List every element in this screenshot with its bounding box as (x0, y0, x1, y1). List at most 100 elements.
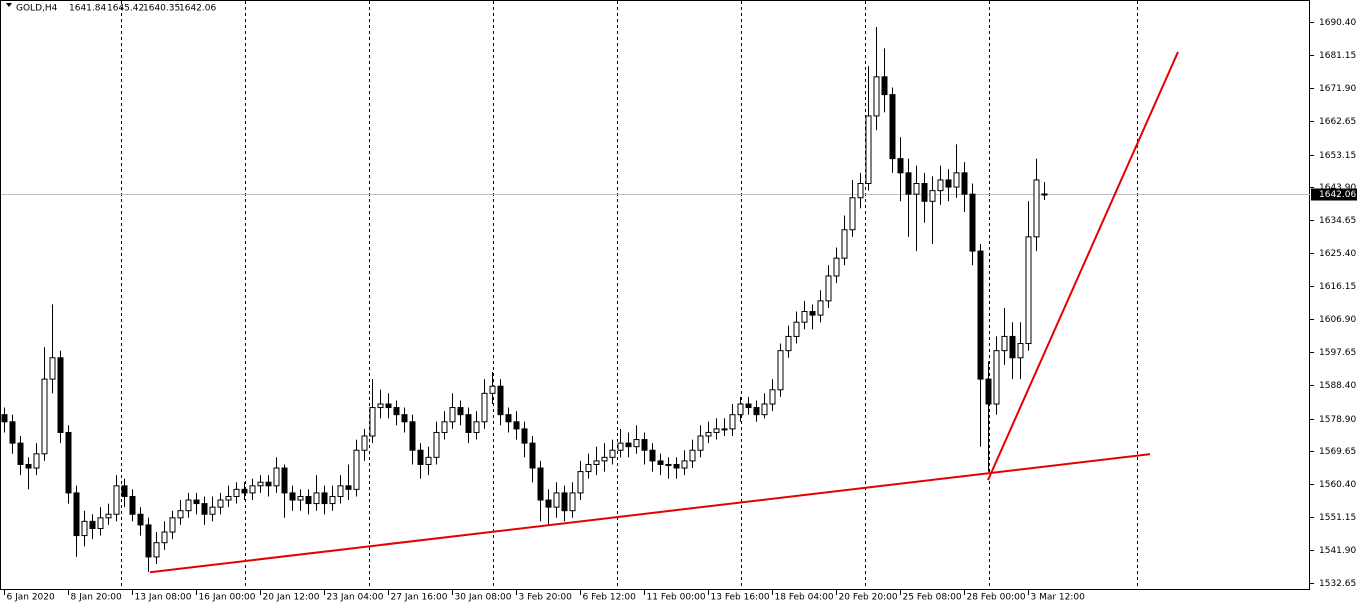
candle-body (321, 492, 328, 505)
candle-body (681, 460, 688, 469)
candle-body (201, 503, 208, 515)
candle-body (241, 488, 248, 494)
candle-body (465, 414, 472, 433)
candle-body (665, 463, 672, 466)
y-tick-label: 1569.65 (1319, 447, 1356, 457)
candle-body (225, 495, 232, 501)
y-tick-label: 1606.90 (1319, 315, 1356, 325)
candle-body (625, 442, 632, 448)
y-tick-label: 1690.40 (1319, 18, 1356, 28)
candle-body (729, 414, 736, 430)
candle-body (9, 421, 16, 444)
y-tick-label: 1616.15 (1319, 282, 1356, 292)
candle-body (897, 158, 904, 174)
candle-body (17, 442, 24, 465)
candle-body (881, 76, 888, 96)
y-tick-label: 1560.40 (1319, 480, 1356, 490)
candle-body (1033, 179, 1040, 238)
candle-body (961, 172, 968, 195)
candle-body (129, 495, 136, 515)
y-tick-label: 1662.65 (1319, 117, 1356, 127)
header-low: 1640.35 (143, 4, 180, 14)
x-tick-label: 6 Feb 12:00 (583, 593, 637, 603)
candle-body (657, 460, 664, 465)
candle-body (545, 499, 552, 508)
candle-body (921, 183, 928, 202)
y-tick-label: 1541.90 (1319, 546, 1356, 556)
candle-body (721, 428, 728, 431)
candle-body (889, 94, 896, 160)
candle-body (81, 520, 88, 537)
candle-body (761, 403, 768, 416)
candle-body (425, 456, 432, 465)
candle-body (401, 414, 408, 423)
y-tick-label: 1597.65 (1319, 348, 1356, 358)
candle-body (473, 421, 480, 433)
x-tick-label: 30 Jan 08:00 (455, 593, 512, 603)
candle-body (697, 435, 704, 451)
candle-body (209, 506, 216, 515)
x-tick-label: 20 Jan 12:00 (263, 593, 320, 603)
candle-body (553, 492, 560, 508)
candle-body (945, 179, 952, 188)
candle-body (785, 335, 792, 352)
x-tick-label: 28 Feb 00:00 (967, 593, 1026, 603)
header-open: 1641.84 (69, 4, 106, 14)
candle-body (417, 449, 424, 465)
candle-body (1041, 193, 1048, 196)
candle-body (185, 499, 192, 512)
x-tick-label: 11 Feb 00:00 (647, 593, 706, 603)
x-tick-label: 18 Feb 04:00 (775, 593, 834, 603)
x-tick-label: 13 Feb 16:00 (711, 593, 770, 603)
candle-body (481, 392, 488, 423)
chart-layer: 1690.40 1681.15 1671.90 1662.65 1653.15 1643.… (1, 18, 1356, 603)
candle-body (913, 183, 920, 195)
candle-body (529, 442, 536, 469)
candle-body (217, 499, 224, 508)
candle-body (633, 439, 640, 448)
candle-body (641, 439, 648, 451)
candle-body (769, 389, 776, 405)
candle-body (969, 193, 976, 252)
candle-body (105, 513, 112, 519)
candle-body (841, 229, 848, 259)
candle-body (777, 350, 784, 391)
candle-body (449, 407, 456, 423)
x-tick-label: 3 Feb 20:00 (519, 593, 573, 603)
candle-body (705, 431, 712, 437)
candle-body (345, 485, 352, 490)
candle-body (233, 488, 240, 497)
y-tick-label: 1634.65 (1319, 216, 1356, 226)
x-tick-label: 3 Mar 12:00 (1031, 593, 1086, 603)
y-tick-label: 1653.15 (1319, 151, 1356, 161)
candle-body (249, 485, 256, 494)
trendline (149, 453, 1151, 574)
candle-body (577, 471, 584, 494)
candle-body (145, 524, 152, 558)
menu-arrow[interactable] (6, 3, 12, 7)
candle-body (297, 495, 304, 501)
y-tick-label: 1588.40 (1319, 381, 1356, 391)
candle-body (489, 385, 496, 394)
candle-body (537, 467, 544, 501)
candle-body (953, 172, 960, 188)
trendline (987, 51, 1179, 481)
candle-body (833, 257, 840, 277)
header-high: 1645.42 (107, 4, 144, 14)
candle-body (977, 250, 984, 380)
candle-body (825, 275, 832, 302)
x-tick-label: 27 Jan 16:00 (391, 593, 448, 603)
candle-body (273, 467, 280, 487)
y-tick-label: 1551.15 (1319, 513, 1356, 523)
candle-body (513, 421, 520, 430)
candle-body (593, 460, 600, 465)
candle-body (65, 431, 72, 494)
y-tick-label: 1578.90 (1319, 415, 1356, 425)
header-close: 1642.06 (179, 4, 216, 14)
candle-body (1017, 343, 1024, 359)
candle-body (497, 385, 504, 416)
candle-body (937, 179, 944, 192)
candle-body (1, 414, 8, 423)
candle-body (161, 531, 168, 544)
y-tick-label: 1643.90 (1319, 183, 1356, 193)
